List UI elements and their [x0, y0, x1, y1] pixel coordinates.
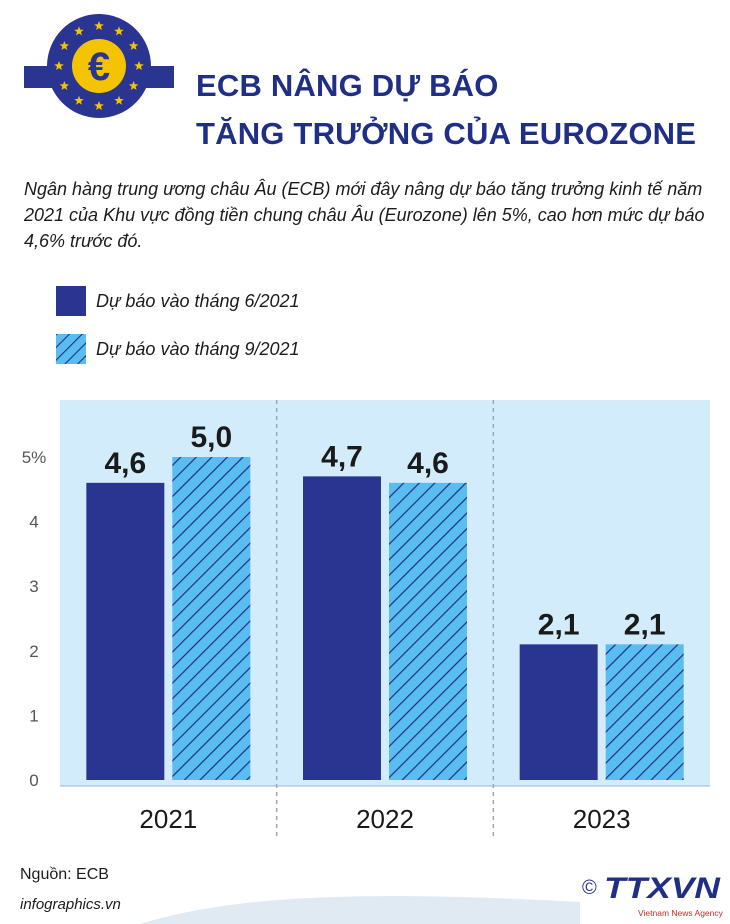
bar-value-label: 4,6: [407, 447, 449, 480]
star-icon: [59, 81, 70, 91]
copyright-symbol: ©: [582, 877, 597, 899]
source-note: Nguồn: ECB: [20, 866, 109, 883]
bar-value-label: 5,0: [190, 421, 232, 454]
page-title-line-2: TĂNG TRƯỞNG CỦA EUROZONE: [196, 116, 697, 151]
star-icon: [94, 21, 104, 31]
x-tick-label: 2021: [139, 804, 197, 834]
intro-text: Ngân hàng trung ương châu Âu (ECB) mới đ…: [24, 179, 705, 251]
legend-swatch-solid: [56, 286, 86, 316]
plot-area: [60, 400, 710, 786]
bar-value-label: 4,6: [104, 447, 146, 480]
star-icon: [74, 26, 84, 36]
brand-subtitle: Vietnam News Agency: [638, 908, 724, 918]
bar-2023-series-2: [605, 644, 684, 780]
svg-text:€: €: [88, 45, 110, 89]
ttxvn-logo: © TTXVN Vietnam News Agency: [582, 872, 724, 918]
star-icon: [94, 101, 104, 111]
x-tick-label: 2022: [356, 804, 414, 834]
legend-item-september: Dự báo vào tháng 9/2021: [56, 334, 300, 364]
bar-2021-series-1: [86, 482, 165, 780]
y-tick-label: 5%: [22, 448, 47, 467]
star-icon: [128, 41, 139, 51]
star-icon: [114, 95, 124, 105]
legend-label-june: Dự báo vào tháng 6/2021: [96, 290, 300, 311]
bar-2021-series-2: [172, 457, 251, 780]
page-title-line-1: ECB NÂNG DỰ BÁO: [196, 68, 499, 103]
bar-value-label: 2,1: [538, 608, 580, 641]
footer-wave-decoration: [140, 896, 580, 924]
star-icon: [59, 41, 70, 51]
y-tick-label: 0: [29, 771, 38, 790]
bar-2022-series-2: [389, 482, 467, 780]
bar-2023-series-1: [519, 644, 598, 780]
y-tick-label: 3: [29, 577, 38, 596]
y-tick-label: 4: [29, 513, 38, 532]
star-icon: [54, 61, 64, 71]
y-tick-label: 1: [29, 706, 38, 725]
star-icon: [134, 61, 144, 71]
x-tick-label: 2023: [573, 804, 631, 834]
legend-swatch-hatched: [56, 334, 86, 364]
bar-value-label: 4,7: [321, 440, 363, 473]
legend-label-september: Dự báo vào tháng 9/2021: [96, 338, 300, 359]
y-tick-label: 2: [29, 642, 38, 661]
bar-value-label: 2,1: [624, 608, 666, 641]
site-url[interactable]: infographics.vn: [20, 896, 121, 913]
star-icon: [128, 81, 139, 91]
bar-chart: 0 1 2 3 4 5% 4,6 5,0 4,7 4,6 2,1 2,1 2021 2022 2023: [22, 400, 710, 838]
euro-stars-logo-icon: €: [24, 14, 174, 118]
star-icon: [74, 95, 84, 105]
legend-item-june: Dự báo vào tháng 6/2021: [56, 286, 300, 316]
brand-name: TTXVN: [604, 872, 722, 905]
bar-2022-series-1: [303, 476, 381, 780]
star-icon: [114, 26, 124, 36]
